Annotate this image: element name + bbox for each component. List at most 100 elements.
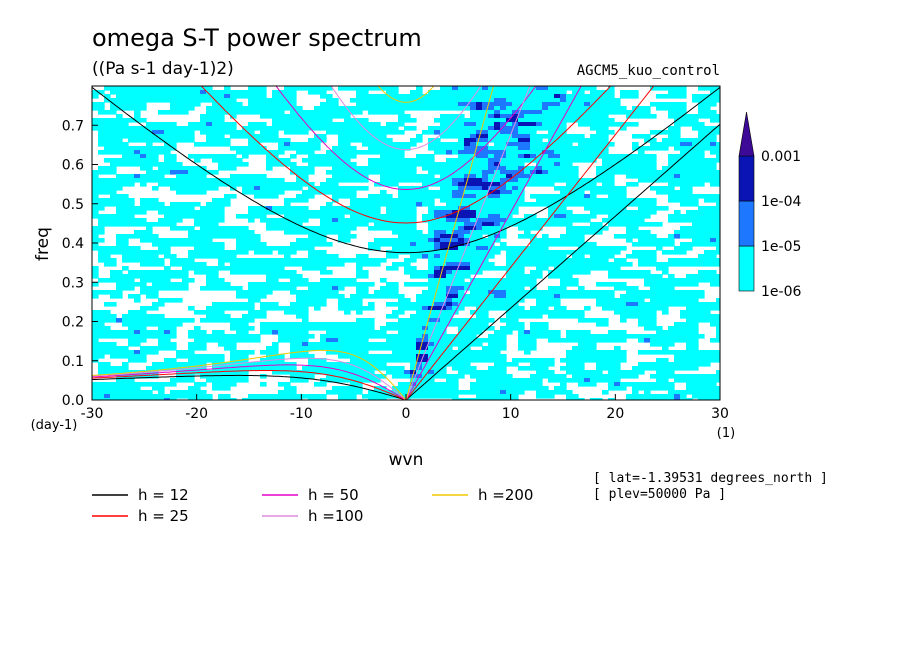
- power-cell: [704, 114, 711, 119]
- power-cell: [344, 110, 351, 115]
- power-cell: [164, 214, 171, 219]
- power-cell: [608, 302, 615, 307]
- power-cell: [410, 350, 417, 355]
- power-cell: [680, 114, 687, 119]
- power-cell: [524, 106, 531, 111]
- power-cell: [356, 270, 363, 275]
- power-cell: [650, 322, 657, 327]
- power-cell: [362, 178, 369, 183]
- power-cell: [140, 134, 147, 139]
- power-cell: [428, 154, 435, 159]
- power-cell: [284, 334, 291, 339]
- power-cell: [410, 326, 417, 331]
- power-cell: [134, 318, 141, 323]
- power-cell: [644, 114, 651, 119]
- power-cell: [116, 250, 123, 255]
- power-cell: [386, 326, 393, 331]
- power-cell: [548, 206, 555, 211]
- power-cell: [170, 214, 177, 219]
- power-cell: [494, 102, 501, 107]
- power-cell: [140, 250, 147, 255]
- power-cell: [110, 122, 117, 127]
- power-cell: [308, 294, 315, 299]
- power-cell: [680, 214, 687, 219]
- power-cell: [506, 258, 513, 263]
- power-cell: [422, 342, 429, 347]
- power-cell: [440, 226, 447, 231]
- power-cell: [122, 158, 129, 163]
- power-cell: [590, 94, 597, 99]
- power-cell: [398, 130, 405, 135]
- power-cell: [212, 338, 219, 343]
- power-cell: [644, 290, 651, 295]
- power-cell: [224, 154, 231, 159]
- power-cell: [650, 114, 657, 119]
- power-cell: [422, 162, 429, 167]
- power-cell: [560, 186, 567, 191]
- power-cell: [458, 338, 465, 343]
- power-cell: [392, 154, 399, 159]
- power-cell: [362, 130, 369, 135]
- power-cell: [92, 214, 99, 219]
- power-cell: [458, 350, 465, 355]
- power-cell: [536, 138, 543, 143]
- power-cell: [566, 134, 573, 139]
- power-cell: [254, 142, 261, 147]
- power-cell: [176, 238, 183, 243]
- power-cell: [218, 102, 225, 107]
- power-cell: [284, 330, 291, 335]
- power-cell: [404, 98, 411, 103]
- power-cell: [242, 354, 249, 359]
- power-cell: [338, 138, 345, 143]
- power-cell: [128, 130, 135, 135]
- power-cell: [470, 258, 477, 263]
- power-cell: [446, 158, 453, 163]
- power-cell: [644, 154, 651, 159]
- power-cell: [614, 282, 621, 287]
- power-cell: [500, 306, 507, 311]
- power-cell: [434, 238, 441, 243]
- power-cell: [716, 206, 720, 211]
- power-cell: [590, 154, 597, 159]
- power-cell: [98, 346, 105, 351]
- power-cell: [218, 226, 225, 231]
- power-cell: [224, 102, 231, 107]
- power-cell: [332, 230, 339, 235]
- power-cell: [350, 174, 357, 179]
- power-cell: [422, 326, 429, 331]
- power-cell: [380, 150, 387, 155]
- power-cell: [200, 342, 207, 347]
- power-cell: [596, 298, 603, 303]
- power-cell: [440, 90, 447, 95]
- power-cell: [308, 322, 315, 327]
- power-cell: [266, 326, 273, 331]
- power-cell: [596, 178, 603, 183]
- power-cell: [194, 210, 201, 215]
- power-cell: [344, 238, 351, 243]
- power-cell: [476, 182, 483, 187]
- power-cell: [626, 182, 633, 187]
- power-cell: [590, 318, 597, 323]
- power-cell: [626, 158, 633, 163]
- power-cell: [404, 242, 411, 247]
- power-cell: [278, 246, 285, 251]
- power-cell: [350, 322, 357, 327]
- power-cell: [134, 250, 141, 255]
- power-cell: [242, 94, 249, 99]
- power-cell: [494, 194, 501, 199]
- power-cell: [128, 214, 135, 219]
- power-cell: [338, 214, 345, 219]
- power-cell: [416, 334, 423, 339]
- power-cell: [374, 290, 381, 295]
- power-cell: [122, 266, 129, 271]
- power-cell: [314, 190, 321, 195]
- power-cell: [92, 322, 99, 327]
- power-cell: [464, 134, 471, 139]
- power-cell: [404, 258, 411, 263]
- power-cell: [590, 146, 597, 151]
- power-cell: [122, 126, 129, 131]
- power-cell: [524, 110, 531, 115]
- power-cell: [368, 110, 375, 115]
- power-cell: [458, 126, 465, 131]
- power-cell: [134, 258, 141, 263]
